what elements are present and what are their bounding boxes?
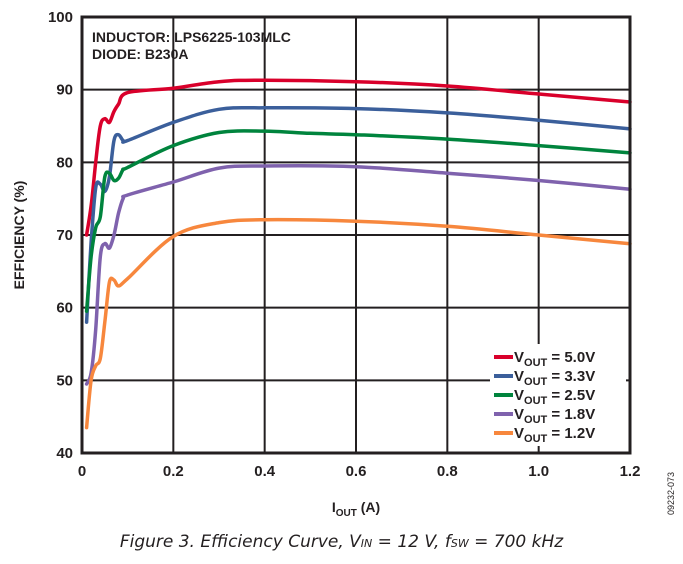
y-tick-label: 50 <box>56 372 73 389</box>
x-tick-label: 0.6 <box>346 463 367 480</box>
series-line-vout-2-5 <box>84 129 632 314</box>
legend-label-vout-1-8: VOUT = 1.8V <box>514 406 595 426</box>
y-tick-label: 70 <box>56 227 73 244</box>
y-axis-label: EFFICIENCY (%) <box>11 181 27 290</box>
x-tick-label: 0.8 <box>437 463 458 480</box>
caption-vin-sub: IN <box>360 537 373 550</box>
series-line-vout-3-3 <box>84 105 632 324</box>
x-axis-label-main: I <box>332 499 336 515</box>
caption-prefix: Figure 3. Efficiency Curve, V <box>119 532 361 552</box>
y-tick-label: 80 <box>56 154 73 171</box>
figure-id: 09232-073 <box>666 472 676 515</box>
legend-label-vout-1-2: VOUT = 1.2V <box>514 425 595 445</box>
series-line-vout-1-8 <box>84 164 632 386</box>
caption-middle: = 12 V, f <box>372 532 451 552</box>
x-axis-label: IOUT (A) <box>332 499 380 519</box>
x-tick-label: 0.2 <box>163 463 184 480</box>
y-tick-label: 90 <box>56 82 73 99</box>
legend-label-vout-2-5: VOUT = 2.5V <box>514 387 595 407</box>
y-tick-label: 60 <box>56 300 73 317</box>
legend-label-vout-5-0: VOUT = 5.0V <box>514 349 595 369</box>
x-tick-label: 0 <box>78 463 86 480</box>
x-tick-label: 0.4 <box>254 463 276 480</box>
figure-caption: Figure 3. Efficiency Curve, VIN = 12 V, … <box>0 532 683 552</box>
x-axis-label-sub: OUT <box>336 508 357 519</box>
series-line-vout-1-2 <box>84 217 632 430</box>
legend-label-vout-3-3: VOUT = 3.3V <box>514 368 595 388</box>
series-lines <box>84 78 632 430</box>
y-tick-label: 100 <box>48 9 73 26</box>
x-tick-label: 1.0 <box>528 463 549 480</box>
efficiency-chart: 40 50 60 70 80 90 100 0 0.2 0.4 0.6 0.8 1.0 1.2 EFFI… <box>11 9 676 519</box>
x-tick-labels: 0 0.2 0.4 0.6 0.8 1.0 1.2 <box>78 463 641 480</box>
annotation-inductor: INDUCTOR: LPS6225-103MLC <box>92 29 291 45</box>
x-tick-label: 1.2 <box>620 463 641 480</box>
caption-fsw-sub: SW <box>450 537 469 550</box>
y-tick-labels: 40 50 60 70 80 90 100 <box>48 9 73 462</box>
series-line-vout-5-0 <box>84 78 632 237</box>
x-axis-label-unit: (A) <box>357 499 380 515</box>
plot-frame <box>80 15 632 455</box>
caption-suffix: = 700 kHz <box>468 532 564 552</box>
y-tick-label: 40 <box>56 445 73 462</box>
component-annotation: INDUCTOR: LPS6225-103MLC DIODE: B230A <box>92 29 291 62</box>
annotation-diode: DIODE: B230A <box>92 46 188 62</box>
